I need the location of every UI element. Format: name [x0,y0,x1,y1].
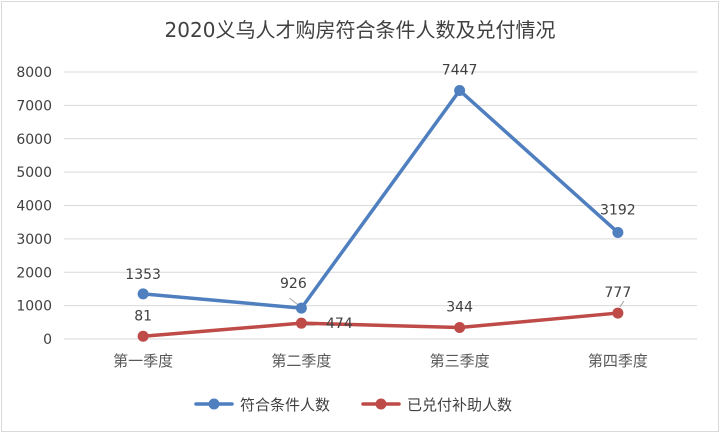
y-tick-label: 8000 [16,65,52,81]
data-label: 474 [326,316,353,332]
data-label: 3192 [600,202,636,218]
data-label: 81 [134,308,152,324]
y-tick-label: 2000 [16,265,52,281]
x-tick-label: 第一季度 [113,352,173,370]
data-point [137,288,149,300]
chart-title: 2020义乌人才购房符合条件人数及兑付情况 [164,18,556,42]
data-label: 926 [280,276,307,292]
legend-marker-1 [208,398,220,410]
leader-line [289,297,299,306]
x-tick-label: 第四季度 [588,352,648,370]
x-tick-label: 第二季度 [271,352,331,370]
legend-label-2: 已兑付补助人数 [407,396,512,414]
leader-line [619,300,625,308]
data-point [295,317,307,329]
data-point [454,322,466,334]
x-tick-label: 第三季度 [430,352,490,370]
data-label: 344 [446,300,473,316]
data-point [612,226,624,238]
data-point [137,330,149,342]
data-label: 7447 [442,62,478,78]
data-point [295,302,307,314]
series-line-2 [141,311,620,339]
y-tick-label: 6000 [16,132,52,148]
series-line-1 [141,88,620,310]
y-tick-label: 5000 [16,165,52,181]
y-tick-label: 3000 [16,232,52,248]
data-point [612,307,624,319]
data-label: 777 [605,285,632,301]
y-tick-label: 1000 [16,299,52,315]
legend-label-1: 符合条件人数 [240,396,330,414]
legend-marker-2 [375,398,387,410]
data-point [454,84,466,96]
data-label: 1353 [125,267,161,283]
y-tick-label: 7000 [16,98,52,114]
y-tick-label: 0 [43,332,52,348]
y-tick-label: 4000 [16,199,52,215]
